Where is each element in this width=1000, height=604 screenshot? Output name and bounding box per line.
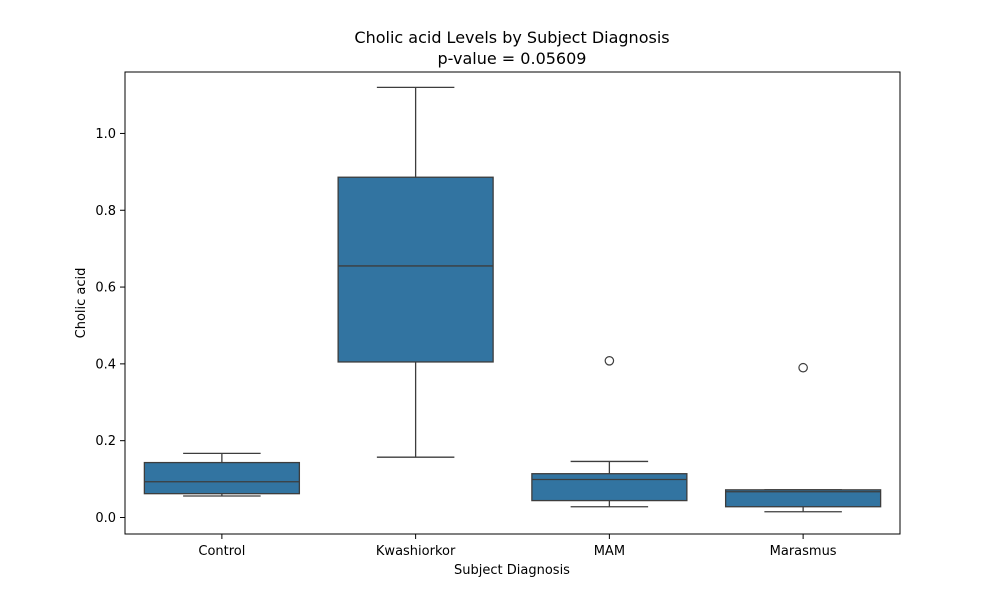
- box-kwashiorkor: [337, 86, 494, 458]
- x-tick-label: MAM: [594, 544, 625, 559]
- y-tick-label: 0.8: [95, 204, 116, 219]
- outlier-point: [604, 355, 615, 366]
- x-tick-label: Control: [198, 544, 245, 559]
- y-tick-label: 0.4: [95, 357, 116, 372]
- boxes-group: [143, 86, 882, 513]
- box-iqr: [531, 473, 688, 502]
- x-axis-label: Subject Diagnosis: [454, 563, 570, 578]
- box-control: [143, 452, 301, 497]
- plot-area-frame: [124, 71, 901, 535]
- y-axis-ticks: 0.0 0.2 0.4 0.6 0.8 1.0: [95, 127, 125, 526]
- x-axis-ticks: Control Kwashiorkor MAM Marasmus: [198, 534, 837, 559]
- y-tick-label: 0.6: [95, 281, 116, 296]
- y-axis-label: Cholic acid: [74, 268, 89, 339]
- box-marasmus: [724, 362, 882, 513]
- box-iqr: [724, 489, 882, 508]
- box-iqr: [143, 461, 301, 495]
- outlier-point: [798, 362, 808, 373]
- y-tick-label: 0.0: [95, 511, 116, 526]
- x-tick-label: Kwashiorkor: [376, 544, 456, 559]
- chart-title: Cholic acid Levels by Subject Diagnosis: [354, 28, 669, 47]
- chart-subtitle: p-value = 0.05609: [438, 49, 587, 68]
- y-tick-label: 0.2: [95, 434, 116, 449]
- box-mam: [531, 355, 688, 508]
- box-iqr: [337, 176, 494, 363]
- x-tick-label: Marasmus: [770, 544, 837, 559]
- y-tick-label: 1.0: [95, 127, 116, 142]
